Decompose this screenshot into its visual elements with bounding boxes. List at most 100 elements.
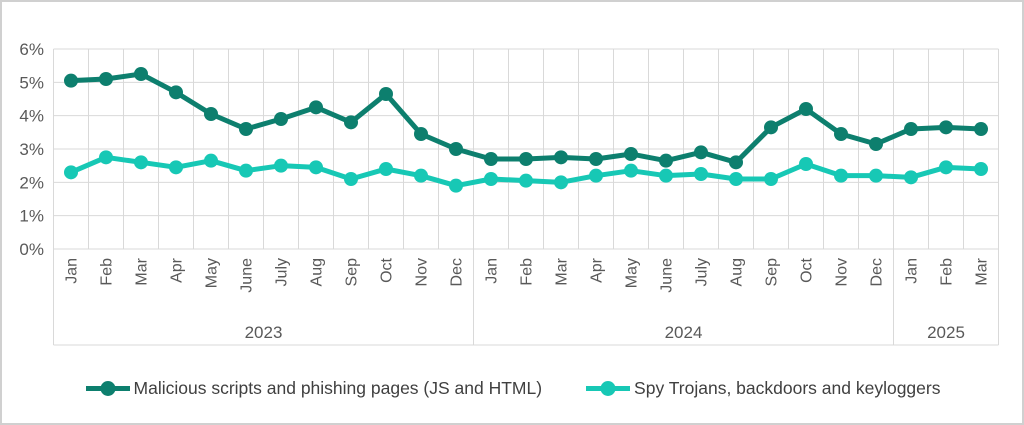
month-label: Jan [64, 258, 81, 284]
data-point-marker [64, 165, 78, 180]
month-label: Apr [589, 257, 606, 283]
data-point-marker [239, 163, 253, 178]
legend-item-spy-trojans: Spy Trojans, backdoors and keyloggers [584, 378, 940, 399]
data-point-marker [624, 147, 638, 161]
y-axis-tick-label: 1% [19, 207, 44, 226]
month-label: Sep [344, 258, 361, 287]
y-axis-tick-label: 0% [19, 240, 44, 259]
month-label: Feb [99, 258, 116, 286]
data-point-marker [64, 73, 78, 88]
data-point-marker [239, 122, 253, 136]
month-label: Mar [554, 257, 571, 285]
data-point-marker [694, 145, 708, 160]
month-label: Jan [484, 258, 501, 284]
y-axis-tick-label: 5% [19, 73, 44, 92]
data-point-marker [99, 150, 113, 165]
data-point-marker [834, 168, 848, 183]
data-point-marker [869, 168, 883, 183]
data-point-marker [939, 160, 953, 175]
data-point-marker [764, 172, 778, 186]
legend-item-malicious-scripts: Malicious scripts and phishing pages (JS… [84, 378, 543, 399]
data-point-marker [869, 137, 883, 151]
data-point-marker [799, 102, 813, 116]
data-point-marker [939, 120, 953, 135]
data-point-marker [659, 153, 673, 168]
data-point-marker [799, 157, 813, 171]
data-point-marker [204, 153, 218, 168]
legend-label-malicious-scripts: Malicious scripts and phishing pages (JS… [133, 378, 543, 398]
month-label: Dec [869, 258, 886, 286]
month-label: Dec [449, 258, 466, 286]
month-label: Mar [134, 257, 151, 285]
y-axis-tick-label: 3% [19, 140, 44, 159]
data-point-marker [134, 67, 148, 81]
data-point-marker [379, 87, 393, 101]
month-label: May [204, 258, 221, 288]
month-label: Oct [799, 257, 816, 282]
data-point-marker [729, 155, 743, 170]
data-point-marker [274, 112, 288, 126]
month-label: Oct [379, 257, 396, 282]
chart-legend: Malicious scripts and phishing pages (JS… [2, 378, 1022, 399]
month-label: Feb [519, 258, 536, 286]
month-label: May [624, 258, 641, 288]
month-label: Aug [729, 258, 746, 286]
data-point-marker [589, 168, 603, 183]
year-label: 2023 [245, 323, 283, 342]
data-point-marker [449, 178, 463, 193]
data-point-marker [974, 162, 988, 176]
data-point-marker [309, 100, 323, 115]
data-point-marker [834, 127, 848, 141]
y-axis-tick-label: 6% [19, 40, 44, 59]
legend-line-marker-icon [85, 381, 130, 396]
data-point-marker [904, 170, 918, 185]
month-label: July [694, 258, 711, 286]
data-point-marker [204, 107, 218, 121]
threat-trend-line-chart: 0% 1% 2% 3% 4% 5% 6% Jan Feb Mar Apr May June July Aug… [19, 40, 999, 346]
data-point-marker [344, 172, 358, 186]
data-point-marker [414, 127, 428, 141]
data-point-marker [904, 122, 918, 136]
legend-label-spy-trojans: Spy Trojans, backdoors and keyloggers [634, 378, 941, 398]
data-point-marker [589, 152, 603, 166]
data-point-marker [414, 168, 428, 183]
data-point-marker [344, 115, 358, 130]
y-axis-tick-label: 4% [19, 107, 44, 126]
data-point-marker [484, 172, 498, 186]
data-point-marker [379, 162, 393, 176]
y-axis-tick-label: 2% [19, 173, 44, 192]
data-point-marker [449, 142, 463, 156]
data-point-marker [134, 155, 148, 170]
data-point-marker [974, 122, 988, 136]
data-point-marker [729, 172, 743, 186]
month-label: July [274, 258, 291, 286]
month-label: Nov [834, 258, 851, 286]
legend-line-marker-icon [586, 381, 631, 396]
data-point-marker [554, 175, 568, 190]
month-label: Aug [309, 258, 326, 286]
year-label: 2025 [927, 323, 965, 342]
data-point-marker [484, 152, 498, 166]
month-label: Feb [939, 258, 956, 286]
month-label: Jan [904, 258, 921, 284]
data-point-marker [309, 160, 323, 175]
data-point-marker [659, 168, 673, 183]
month-label: Nov [414, 258, 431, 286]
data-point-marker [624, 163, 638, 178]
year-label: 2024 [665, 323, 703, 342]
month-label: June [659, 258, 676, 293]
data-point-marker [169, 160, 183, 175]
data-point-marker [764, 120, 778, 135]
data-point-marker [274, 158, 288, 173]
data-point-marker [169, 85, 183, 100]
data-point-marker [694, 167, 708, 181]
month-label: Apr [169, 257, 186, 283]
month-label: June [239, 258, 256, 293]
data-point-marker [99, 72, 113, 86]
data-point-marker [519, 173, 533, 188]
month-label: Sep [764, 258, 781, 287]
data-point-marker [554, 150, 568, 165]
month-label: Mar [974, 257, 991, 285]
data-point-marker [519, 152, 533, 166]
